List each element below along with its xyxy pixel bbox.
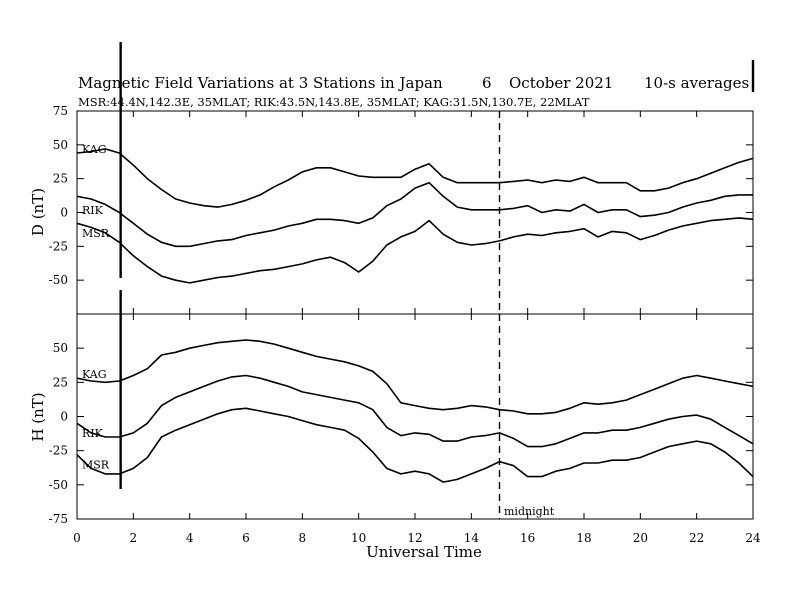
d-series-rik-line xyxy=(76,181,753,248)
h-ytick-label: -25 xyxy=(49,444,68,458)
xtick-label: 12 xyxy=(407,531,422,545)
h-panel-frame xyxy=(76,313,754,520)
d-panel-ylabel: D (nT) xyxy=(29,188,47,236)
chart-title: Magnetic Field Variations at 3 Stations … xyxy=(78,74,443,92)
xtick-label: 24 xyxy=(745,531,761,545)
d-ytick-label: -25 xyxy=(49,239,68,253)
h-ytick-label: 50 xyxy=(53,341,68,355)
d-series-msr-label: MSR xyxy=(82,227,110,240)
d-ytick-label: -50 xyxy=(49,273,68,287)
xtick-label: 16 xyxy=(520,531,535,545)
h-ytick-label: -75 xyxy=(49,512,68,526)
midnight-label: midnight xyxy=(504,505,555,518)
h-series-kag-label: KAG xyxy=(82,368,107,381)
d-series-kag-label: KAG xyxy=(82,143,107,156)
chart-date-month-year: October 2021 xyxy=(509,74,613,92)
xtick-label: 6 xyxy=(242,531,250,545)
d-series-msr-line xyxy=(76,217,754,284)
h-series-rik-label: RIK xyxy=(82,427,104,440)
xtick-label: 4 xyxy=(186,531,194,545)
h-panel-ylabel: H (nT) xyxy=(29,392,47,441)
d-panel-frame xyxy=(76,110,754,315)
d-series-rik-label: RIK xyxy=(82,204,104,217)
xtick-label: 8 xyxy=(299,531,307,545)
xtick-label: 18 xyxy=(576,531,591,545)
h-ytick-label: -50 xyxy=(49,478,68,492)
xtick-label: 2 xyxy=(130,531,138,545)
d-ytick-label: 25 xyxy=(53,172,68,186)
xtick-label: 10 xyxy=(351,531,366,545)
h-series-msr-label: MSR xyxy=(82,458,110,471)
h-ytick-label: 0 xyxy=(60,410,68,424)
xtick-label: 0 xyxy=(73,531,81,545)
d-ytick-label: 50 xyxy=(53,138,68,152)
station-info: MSR:44.4N,142.3E, 35MLAT; RIK:43.5N,143.… xyxy=(78,95,590,109)
chart-marks: 75 50 25 0 -25 -50 KAG RIK MSR 50 25 0 -25 -50 -75 KAG R… xyxy=(49,42,761,545)
h-series-rik-line xyxy=(76,374,754,448)
d-series-kag-line xyxy=(76,148,754,208)
chart-averaging: 10-s averages xyxy=(644,74,749,92)
h-series-kag-line xyxy=(76,339,754,415)
chart-date-day: 6 xyxy=(482,74,492,92)
xtick-label: 14 xyxy=(464,531,480,545)
d-ytick-label: 0 xyxy=(60,206,68,220)
xtick-label: 20 xyxy=(633,531,648,545)
d-ytick-label: 75 xyxy=(53,104,68,118)
xtick-label: 22 xyxy=(689,531,704,545)
h-series-msr-line xyxy=(76,407,754,483)
x-axis-label: Universal Time xyxy=(366,543,482,561)
h-ytick-label: 25 xyxy=(53,375,68,389)
